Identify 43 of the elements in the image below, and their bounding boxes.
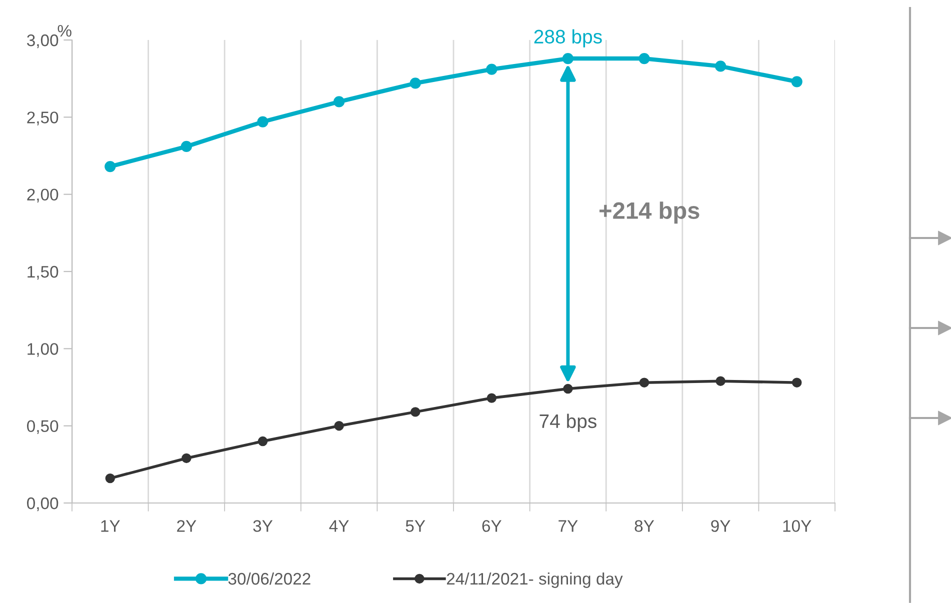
- x-tick-label: 2Y: [177, 520, 196, 532]
- x-tick-label: 10Y: [783, 520, 812, 532]
- annotation: 74 bps: [540, 414, 596, 432]
- point: [638, 52, 650, 64]
- x-tick-label: 5Y: [406, 520, 426, 532]
- point: [334, 420, 344, 431]
- annotation: +214 bps: [600, 202, 700, 224]
- point: [562, 52, 574, 64]
- y-tick-label: 2,00: [27, 188, 58, 203]
- x-tick-label: 8Y: [634, 520, 654, 532]
- point: [563, 384, 573, 394]
- x-tick-label: 3Y: [253, 520, 273, 532]
- point: [410, 78, 421, 89]
- legend-label: 30/06/2022: [228, 572, 310, 585]
- y-tick-label: 3,00: [27, 34, 58, 48]
- y-tick-label: 1,00: [28, 343, 58, 357]
- point: [716, 376, 726, 386]
- point: [486, 64, 498, 75]
- x-tick-label: 4Y: [329, 520, 349, 532]
- point: [486, 393, 497, 403]
- point: [105, 473, 116, 484]
- point: [333, 96, 345, 108]
- y-tick-label: 2,50: [27, 112, 58, 126]
- y-tick-label: 0,50: [27, 420, 58, 434]
- point: [182, 453, 192, 464]
- legend-label: 24/11/2021- signing day: [446, 572, 623, 588]
- x-tick-label: 9Y: [711, 520, 730, 532]
- point: [792, 378, 802, 388]
- y-axis-title: %: [58, 24, 72, 37]
- point: [257, 116, 268, 128]
- point: [410, 407, 420, 417]
- point: [714, 60, 726, 72]
- y-tick-label: 1,50: [28, 266, 58, 280]
- point: [791, 76, 802, 88]
- x-tick-label: 7Y: [558, 520, 578, 532]
- annotation: 288 bps: [534, 29, 602, 48]
- point: [180, 140, 192, 152]
- point: [258, 436, 268, 446]
- point: [639, 378, 650, 388]
- y-tick-label: 0,00: [27, 497, 58, 512]
- x-tick-label: 6Y: [482, 520, 502, 532]
- x-tick-label: 1Y: [101, 520, 120, 532]
- point: [104, 160, 116, 172]
